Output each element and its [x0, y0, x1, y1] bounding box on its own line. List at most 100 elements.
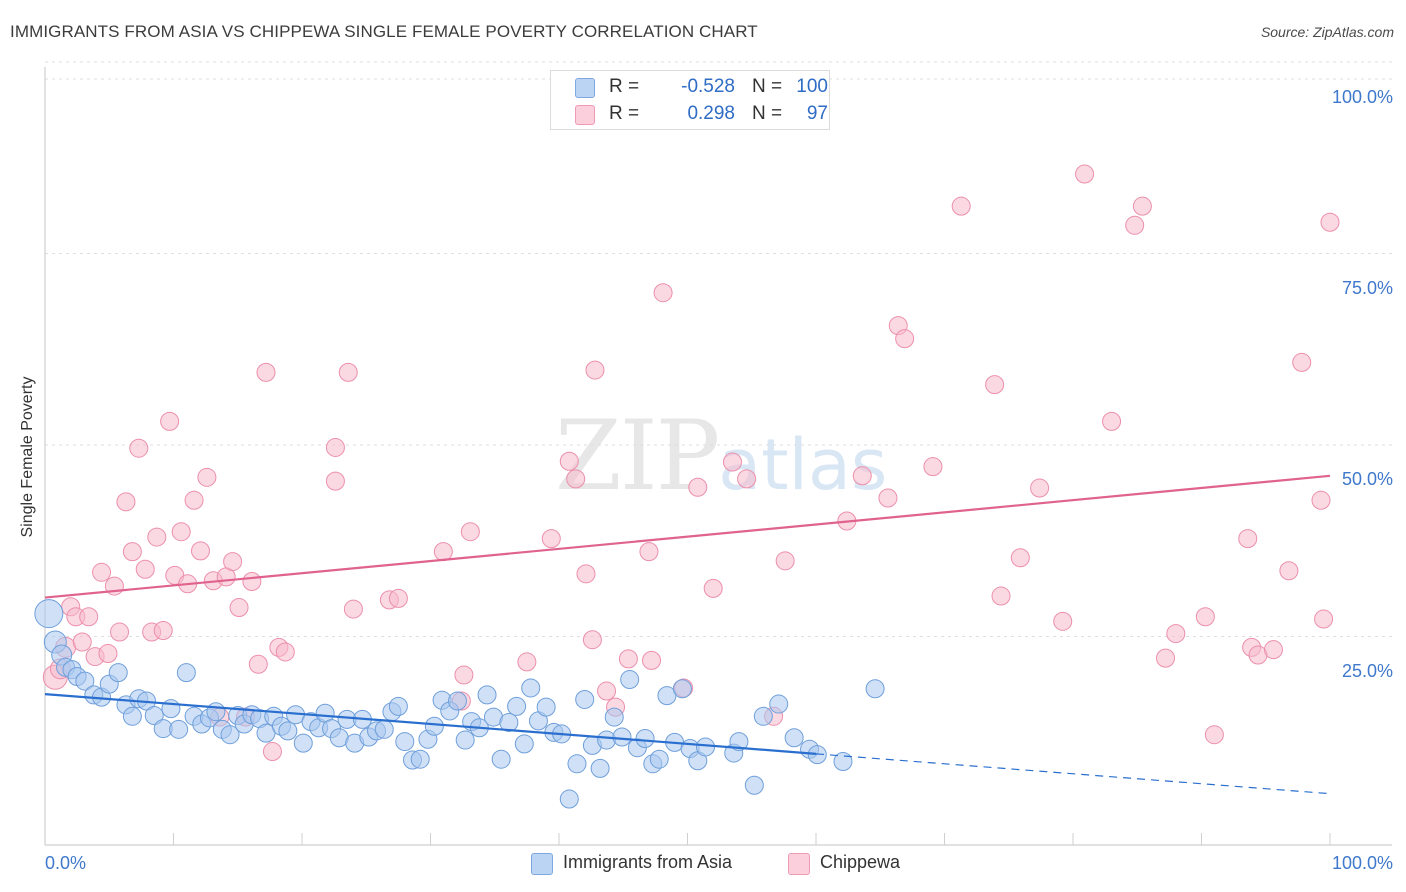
asia-point	[729, 732, 749, 752]
chippewa-point	[129, 438, 149, 458]
chippewa-point	[275, 642, 295, 662]
asia-point	[597, 730, 617, 750]
legend-n-value: 100	[796, 76, 828, 97]
asia-point	[784, 728, 804, 748]
chippewa-point	[325, 437, 345, 457]
legend-r-label: R =	[609, 76, 640, 97]
chippewa-point	[116, 492, 136, 512]
asia-point	[293, 733, 313, 753]
chippewa-point	[1204, 725, 1224, 745]
chippewa-point	[153, 621, 173, 641]
chippewa-point	[190, 541, 210, 561]
chippewa-point	[110, 622, 130, 642]
chippewa-point	[1102, 411, 1122, 431]
chippewa-point	[585, 360, 605, 380]
chippewa-point	[248, 654, 268, 674]
legend-swatch-chippewa	[575, 105, 595, 125]
asia-point	[865, 679, 885, 699]
chippewa-point	[122, 542, 142, 562]
chart-title: IMMIGRANTS FROM ASIA VS CHIPPEWA SINGLE …	[10, 22, 758, 41]
legend-n-value: 97	[806, 103, 828, 124]
chippewa-point	[923, 457, 943, 477]
correlation-legend: R = -0.528 N = 100 R = 0.298 N = 97	[550, 70, 830, 130]
asia-trend-extension	[815, 753, 1331, 795]
chippewa-point	[242, 571, 262, 591]
asia-point	[374, 719, 394, 739]
asia-point	[447, 691, 467, 711]
legend-swatch-asia	[575, 78, 595, 98]
chippewa-point	[1238, 529, 1258, 549]
asia-point	[514, 734, 534, 754]
chippewa-point	[985, 375, 1005, 395]
chippewa-point	[1156, 648, 1176, 668]
chippewa-point	[223, 552, 243, 572]
chippewa-point	[737, 469, 757, 489]
legend-r-label: R =	[609, 103, 640, 124]
asia-point	[620, 670, 640, 690]
asia-point	[604, 707, 624, 727]
chippewa-point	[775, 551, 795, 571]
chippewa-point	[1053, 611, 1073, 631]
chippewa-point	[1166, 624, 1186, 644]
chippewa-point	[878, 488, 898, 508]
asia-point	[477, 685, 497, 705]
chippewa-point	[1132, 196, 1152, 216]
legend-r-value: -0.528	[681, 76, 735, 97]
asia-point	[672, 679, 692, 699]
x-tick-label: 100.0%	[1332, 853, 1393, 873]
chippewa-point	[325, 471, 345, 491]
chippewa-point	[517, 652, 537, 672]
legend-swatch-chippewa	[788, 853, 810, 875]
legend-label-asia: Immigrants from Asia	[563, 852, 733, 872]
chippewa-point	[639, 542, 659, 562]
asia-point	[567, 754, 587, 774]
chippewa-point	[576, 564, 596, 584]
chippewa-point	[1075, 164, 1095, 184]
chippewa-point	[688, 477, 708, 497]
asia-point	[612, 727, 632, 747]
asia-point	[220, 725, 240, 745]
chippewa-point	[597, 681, 617, 701]
asia-point	[753, 706, 773, 726]
asia-point	[590, 758, 610, 778]
y-tick-label: 75.0%	[1342, 278, 1393, 298]
chippewa-point	[229, 598, 249, 618]
y-tick-label: 50.0%	[1342, 469, 1393, 489]
asia-point	[833, 752, 853, 772]
chippewa-point	[1263, 640, 1283, 660]
asia-point	[635, 729, 655, 749]
chippewa-point	[262, 742, 282, 762]
asia-point	[410, 749, 430, 769]
chippewa-point	[338, 362, 358, 382]
chippewa-point	[653, 283, 673, 303]
asia-point	[455, 730, 475, 750]
asia-point	[108, 663, 128, 683]
chippewa-point	[160, 411, 180, 431]
chippewa-point	[433, 542, 453, 562]
y-tick-label: 25.0%	[1342, 661, 1393, 681]
asia-point	[769, 694, 789, 714]
chippewa-point	[951, 196, 971, 216]
chippewa-point	[197, 467, 217, 487]
y-tick-label: 100.0%	[1332, 87, 1393, 107]
asia-point	[575, 689, 595, 709]
chippewa-point	[135, 559, 155, 579]
asia-point	[507, 696, 527, 716]
chippewa-point	[559, 451, 579, 471]
asia-point	[34, 599, 64, 629]
asia-point	[807, 745, 827, 765]
watermark-atlas: atlas	[718, 424, 888, 506]
asia-point	[744, 775, 764, 795]
asia-point	[388, 696, 408, 716]
chippewa-point	[991, 586, 1011, 606]
chippewa-point	[1320, 212, 1340, 232]
chippewa-point	[703, 578, 723, 598]
legend-n-label: N =	[752, 76, 783, 97]
chippewa-point	[1010, 548, 1030, 568]
asia-point	[144, 706, 164, 726]
chippewa-point	[171, 522, 191, 542]
chippewa-point	[1311, 490, 1331, 510]
asia-point	[695, 737, 715, 757]
chippewa-point	[460, 522, 480, 542]
